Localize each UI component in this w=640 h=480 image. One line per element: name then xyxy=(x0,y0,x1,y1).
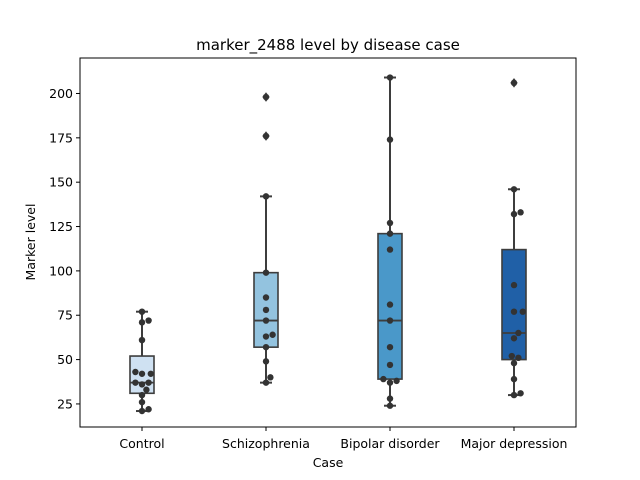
data-point xyxy=(138,308,146,315)
data-point xyxy=(132,368,139,376)
data-point xyxy=(510,308,518,315)
data-point xyxy=(145,379,152,386)
data-point xyxy=(145,317,152,324)
data-point xyxy=(510,335,518,342)
data-point xyxy=(386,246,394,253)
data-point xyxy=(138,398,146,406)
x-tick-label: Bipolar disorder xyxy=(340,436,440,451)
data-point xyxy=(138,319,146,326)
data-point xyxy=(147,370,154,377)
data-point xyxy=(510,186,518,193)
data-point xyxy=(508,352,515,360)
y-tick-label: 200 xyxy=(49,86,73,101)
data-point xyxy=(510,391,518,399)
y-axis: 25 50 75 100 125 150 175 200 xyxy=(49,86,80,411)
data-point xyxy=(386,219,394,227)
data-point xyxy=(269,331,276,338)
x-tick-label: Schizophrenia xyxy=(222,436,310,451)
data-point xyxy=(262,93,270,101)
plot-area xyxy=(79,57,577,428)
data-point xyxy=(138,381,146,388)
data-point xyxy=(132,379,139,386)
y-tick-label: 150 xyxy=(49,175,73,190)
x-axis-label: Case xyxy=(313,455,344,470)
data-point xyxy=(138,391,146,399)
data-point xyxy=(386,402,394,409)
data-point xyxy=(386,230,394,237)
data-point xyxy=(386,317,394,324)
data-point xyxy=(386,395,394,402)
data-point xyxy=(386,301,394,308)
x-tick-label: Control xyxy=(119,436,164,451)
data-point xyxy=(515,354,522,362)
data-point xyxy=(517,209,524,216)
y-tick-label: 125 xyxy=(49,219,73,234)
data-point xyxy=(262,358,270,365)
y-tick-label: 25 xyxy=(57,396,73,411)
y-tick-label: 100 xyxy=(49,263,73,278)
data-point xyxy=(510,359,518,367)
data-point xyxy=(510,210,518,218)
data-point xyxy=(262,132,270,140)
data-point xyxy=(510,79,518,87)
data-point xyxy=(386,136,394,143)
data-point xyxy=(386,74,394,81)
y-tick-label: 75 xyxy=(57,308,73,323)
points-layer xyxy=(132,74,526,415)
data-point xyxy=(393,377,400,385)
data-point xyxy=(138,407,146,415)
data-point xyxy=(138,336,146,344)
data-point xyxy=(262,294,270,301)
data-point xyxy=(519,308,526,315)
data-point xyxy=(262,306,270,314)
x-tick-label: Major depression xyxy=(461,436,568,451)
y-tick-label: 175 xyxy=(49,130,73,145)
plot-frame xyxy=(79,57,577,428)
box-iqr xyxy=(501,248,527,361)
data-point xyxy=(267,374,274,381)
data-point xyxy=(262,193,270,200)
data-point xyxy=(386,361,394,369)
data-point xyxy=(510,281,518,289)
data-point xyxy=(510,375,518,383)
x-axis: Control Schizophrenia Bipolar disorder Majo… xyxy=(119,427,567,451)
data-point xyxy=(143,386,150,393)
data-point xyxy=(380,375,387,383)
y-tick-label: 50 xyxy=(57,352,73,367)
data-point xyxy=(262,269,270,276)
data-point xyxy=(386,379,394,386)
data-point xyxy=(517,390,524,397)
y-axis-label: Marker level xyxy=(23,204,38,281)
data-point xyxy=(138,370,146,377)
data-point xyxy=(515,329,522,337)
data-point xyxy=(262,343,270,351)
data-point xyxy=(145,406,152,413)
data-point xyxy=(262,317,270,324)
data-point xyxy=(262,333,270,340)
data-point xyxy=(386,343,394,351)
data-point xyxy=(262,379,270,386)
chart-title: marker_2488 level by disease case xyxy=(196,36,460,55)
